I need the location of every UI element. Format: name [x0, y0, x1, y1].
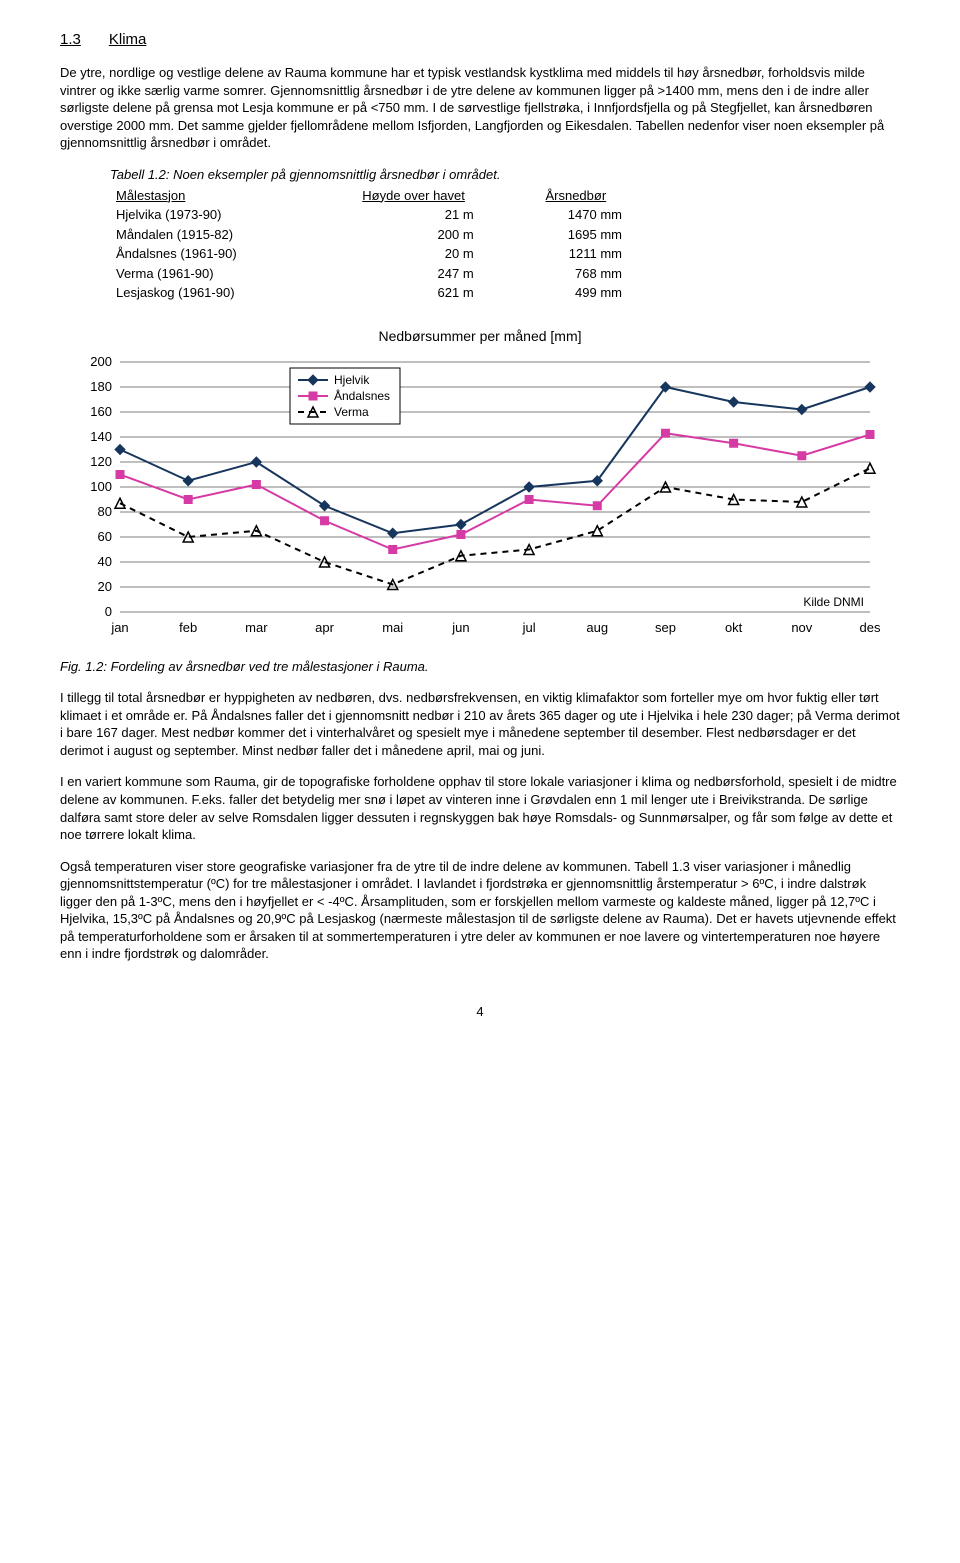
- cell-station: Åndalsnes (1961-90): [110, 244, 326, 264]
- chart-title: Nedbørsummer per måned [mm]: [60, 327, 900, 346]
- figure-caption: Fig. 1.2: Fordeling av årsnedbør ved tre…: [60, 658, 900, 676]
- cell-height: 200 m: [326, 225, 502, 245]
- svg-text:Kilde DNMI: Kilde DNMI: [803, 595, 864, 609]
- col-header-precip: Årsnedbør: [502, 186, 650, 206]
- svg-text:40: 40: [98, 554, 112, 569]
- svg-text:jun: jun: [451, 620, 469, 635]
- section-title: Klima: [109, 31, 147, 48]
- cell-station: Verma (1961-90): [110, 264, 326, 284]
- svg-text:jan: jan: [110, 620, 128, 635]
- svg-text:60: 60: [98, 529, 112, 544]
- svg-text:Verma: Verma: [334, 405, 369, 419]
- table-row: Hjelvika (1973-90)21 m1470 mm: [110, 205, 650, 225]
- svg-text:apr: apr: [315, 620, 334, 635]
- paragraph-4: Også temperaturen viser store geografisk…: [60, 858, 900, 963]
- cell-height: 247 m: [326, 264, 502, 284]
- table-caption: Tabell 1.2: Noen eksempler på gjennomsni…: [110, 166, 900, 184]
- svg-text:160: 160: [90, 404, 112, 419]
- precipitation-chart: 0 20 40 60 80 100 120 140 160 180 200 jan feb mar apr m…: [70, 352, 890, 652]
- svg-text:mai: mai: [382, 620, 403, 635]
- svg-text:20: 20: [98, 579, 112, 594]
- svg-text:140: 140: [90, 429, 112, 444]
- svg-text:okt: okt: [725, 620, 743, 635]
- paragraph-2: I tillegg til total årsnedbør er hyppigh…: [60, 689, 900, 759]
- svg-text:80: 80: [98, 504, 112, 519]
- cell-station: Måndalen (1915-82): [110, 225, 326, 245]
- table-row: Åndalsnes (1961-90)20 m1211 mm: [110, 244, 650, 264]
- table-header-row: Målestasjon Høyde over havet Årsnedbør: [110, 186, 650, 206]
- col-header-height: Høyde over havet: [326, 186, 502, 206]
- cell-precip: 768 mm: [502, 264, 650, 284]
- svg-text:200: 200: [90, 354, 112, 369]
- svg-text:Hjelvik: Hjelvik: [334, 373, 370, 387]
- svg-text:0: 0: [105, 604, 112, 619]
- svg-text:sep: sep: [655, 620, 676, 635]
- svg-text:des: des: [860, 620, 881, 635]
- cell-height: 21 m: [326, 205, 502, 225]
- section-heading: 1.3 Klima: [60, 30, 900, 50]
- cell-station: Hjelvika (1973-90): [110, 205, 326, 225]
- svg-text:120: 120: [90, 454, 112, 469]
- table-row: Lesjaskog (1961-90)621 m499 mm: [110, 283, 650, 303]
- cell-precip: 1695 mm: [502, 225, 650, 245]
- page-number: 4: [60, 1003, 900, 1021]
- table-row: Måndalen (1915-82)200 m1695 mm: [110, 225, 650, 245]
- cell-precip: 499 mm: [502, 283, 650, 303]
- paragraph-3: I en variert kommune som Rauma, gir de t…: [60, 773, 900, 843]
- paragraph-1: De ytre, nordlige og vestlige delene av …: [60, 64, 900, 152]
- cell-precip: 1211 mm: [502, 244, 650, 264]
- svg-text:Åndalsnes: Åndalsnes: [334, 388, 390, 403]
- cell-height: 621 m: [326, 283, 502, 303]
- cell-height: 20 m: [326, 244, 502, 264]
- svg-text:jul: jul: [522, 620, 536, 635]
- svg-text:nov: nov: [791, 620, 812, 635]
- cell-precip: 1470 mm: [502, 205, 650, 225]
- svg-text:aug: aug: [586, 620, 608, 635]
- svg-text:mar: mar: [245, 620, 268, 635]
- precipitation-table: Målestasjon Høyde over havet Årsnedbør H…: [110, 186, 650, 303]
- col-header-station: Målestasjon: [110, 186, 326, 206]
- section-number: 1.3: [60, 31, 81, 48]
- table-row: Verma (1961-90)247 m768 mm: [110, 264, 650, 284]
- svg-text:180: 180: [90, 379, 112, 394]
- cell-station: Lesjaskog (1961-90): [110, 283, 326, 303]
- svg-text:feb: feb: [179, 620, 197, 635]
- svg-text:100: 100: [90, 479, 112, 494]
